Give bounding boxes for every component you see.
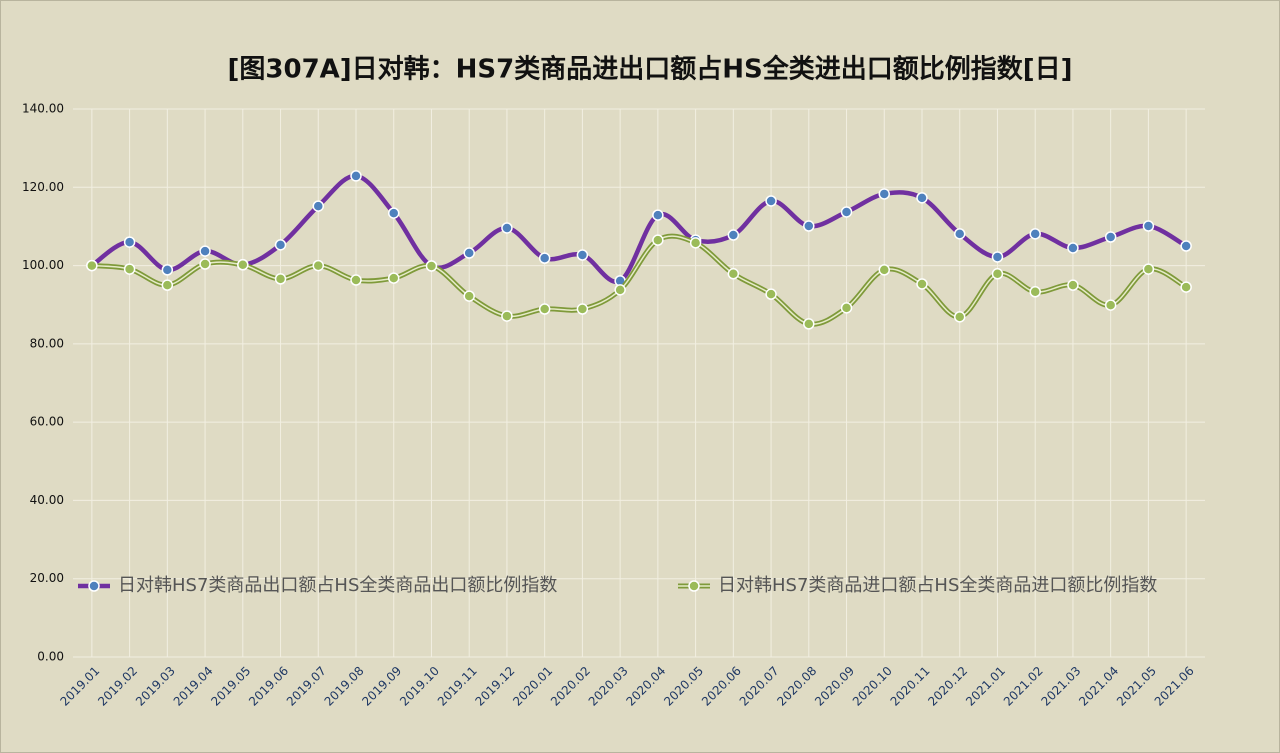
point: [840, 302, 853, 314]
point: [1067, 242, 1079, 254]
point: [312, 200, 325, 212]
point: [425, 260, 438, 272]
point: [1180, 281, 1192, 293]
point: [765, 288, 777, 300]
point: [274, 239, 287, 251]
point: [312, 259, 325, 272]
point: [652, 209, 664, 221]
point: [1104, 231, 1117, 243]
point: [1142, 220, 1155, 232]
legend-marker: [88, 580, 100, 592]
point: [161, 264, 174, 276]
point: [86, 259, 98, 272]
point: [237, 259, 249, 271]
point: [614, 284, 626, 296]
point: [803, 220, 815, 232]
point: [1104, 299, 1117, 311]
point: [274, 273, 287, 285]
point: [1180, 240, 1192, 252]
legend-label: 日对韩HS7类商品出口额占HS全类商品出口额比例指数: [118, 575, 557, 596]
point: [1029, 286, 1041, 298]
point: [916, 192, 928, 204]
point: [387, 272, 400, 284]
point: [387, 207, 400, 219]
point: [765, 195, 777, 207]
point: [123, 236, 136, 248]
point: [576, 249, 589, 261]
point: [878, 264, 891, 276]
point: [953, 311, 966, 323]
point: [991, 251, 1004, 263]
y-tick-label: 0.00: [37, 650, 64, 664]
point: [652, 234, 664, 246]
point: [727, 229, 740, 241]
point: [199, 258, 211, 270]
point: [878, 188, 891, 200]
point: [1029, 228, 1041, 240]
y-tick-label: 120.00: [22, 180, 64, 194]
y-tick-label: 40.00: [30, 493, 64, 507]
point: [803, 318, 815, 330]
point: [576, 303, 589, 315]
point: [840, 206, 853, 218]
legend-marker: [688, 580, 700, 592]
point: [689, 237, 702, 249]
point: [1067, 279, 1079, 291]
point: [199, 245, 211, 257]
point: [501, 222, 513, 234]
chart-title: [图307A]日对韩：HS7类商品进出口额占HS全类进出口额比例指数[日]: [228, 54, 1073, 85]
point: [463, 290, 475, 302]
y-tick-label: 60.00: [30, 415, 64, 429]
y-tick-label: 80.00: [30, 336, 64, 350]
point: [727, 268, 740, 280]
point: [953, 228, 966, 240]
legend-label: 日对韩HS7类商品进口额占HS全类商品进口额比例指数: [718, 575, 1157, 596]
point: [501, 310, 513, 322]
point: [916, 278, 928, 290]
point: [463, 247, 475, 259]
point: [991, 268, 1004, 280]
y-tick-label: 140.00: [22, 102, 64, 116]
point: [350, 274, 362, 286]
point: [161, 279, 174, 291]
point: [350, 170, 362, 182]
point: [123, 263, 136, 275]
y-tick-label: 100.00: [22, 258, 64, 272]
point: [1142, 263, 1155, 275]
point: [538, 303, 551, 315]
y-tick-label: 20.00: [30, 571, 64, 585]
point: [538, 252, 551, 264]
